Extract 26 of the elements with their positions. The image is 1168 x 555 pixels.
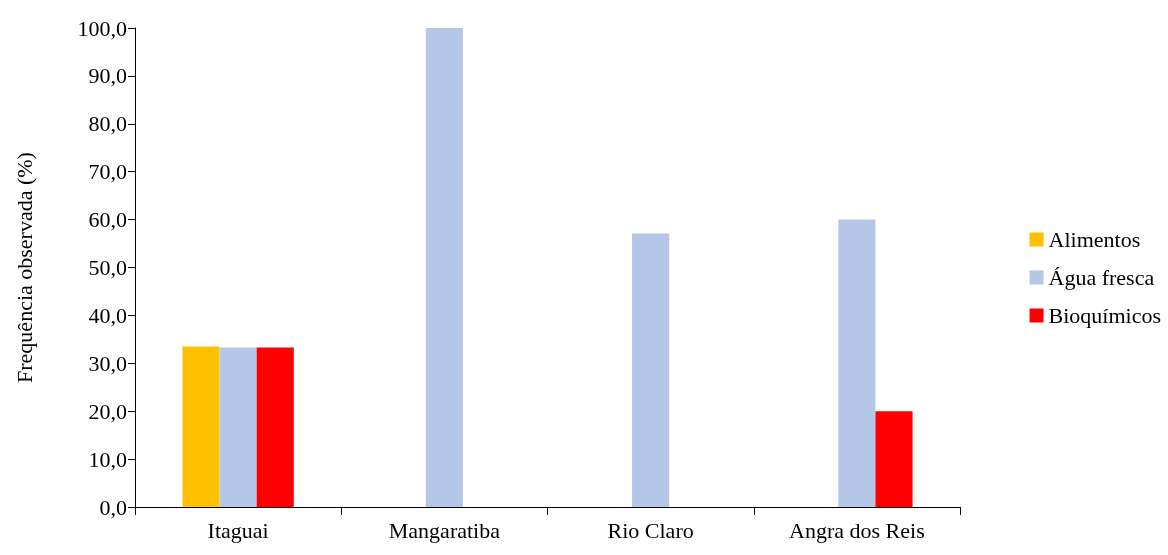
bar <box>632 233 670 507</box>
y-tick-label: 100,0 <box>77 15 127 41</box>
y-tick-label: 20,0 <box>88 398 127 424</box>
y-axis-title: Frequência observada (%) <box>11 152 37 383</box>
x-tick-label: Mangaratiba <box>388 517 501 543</box>
bar <box>875 411 913 507</box>
y-tick-label: 90,0 <box>88 63 127 89</box>
legend-label: Alimentos <box>1048 227 1141 252</box>
x-tick-label: Angra dos Reis <box>789 517 925 543</box>
y-tick-label: 70,0 <box>88 159 127 185</box>
y-tick-label: 10,0 <box>88 446 127 472</box>
y-tick-label: 50,0 <box>88 255 127 280</box>
bar <box>838 219 876 507</box>
y-tick-label: 80,0 <box>88 111 127 137</box>
bar <box>256 347 294 507</box>
y-tick-label: 30,0 <box>88 350 127 376</box>
x-tick-label: Itaguai <box>207 517 269 543</box>
y-tick-label: 60,0 <box>88 207 127 233</box>
y-tick-label: 40,0 <box>88 302 127 328</box>
legend-label: Bioquímicos <box>1048 303 1161 328</box>
x-tick-label: Rio Claro <box>607 517 694 543</box>
bar <box>425 28 463 507</box>
y-tick-label: 0,0 <box>99 494 127 520</box>
legend-label: Água fresca <box>1048 265 1155 290</box>
bar <box>219 347 257 507</box>
bar <box>182 346 220 507</box>
